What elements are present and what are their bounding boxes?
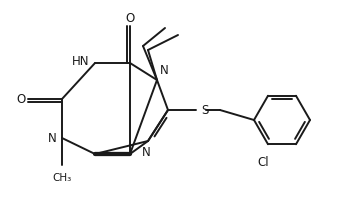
Text: N: N: [142, 146, 150, 159]
Text: S: S: [201, 104, 208, 116]
Text: O: O: [16, 92, 26, 106]
Text: HN: HN: [72, 54, 89, 68]
Text: Cl: Cl: [257, 156, 269, 169]
Text: N: N: [48, 131, 57, 145]
Text: O: O: [125, 11, 135, 25]
Text: CH₃: CH₃: [52, 173, 72, 183]
Text: N: N: [160, 64, 169, 77]
